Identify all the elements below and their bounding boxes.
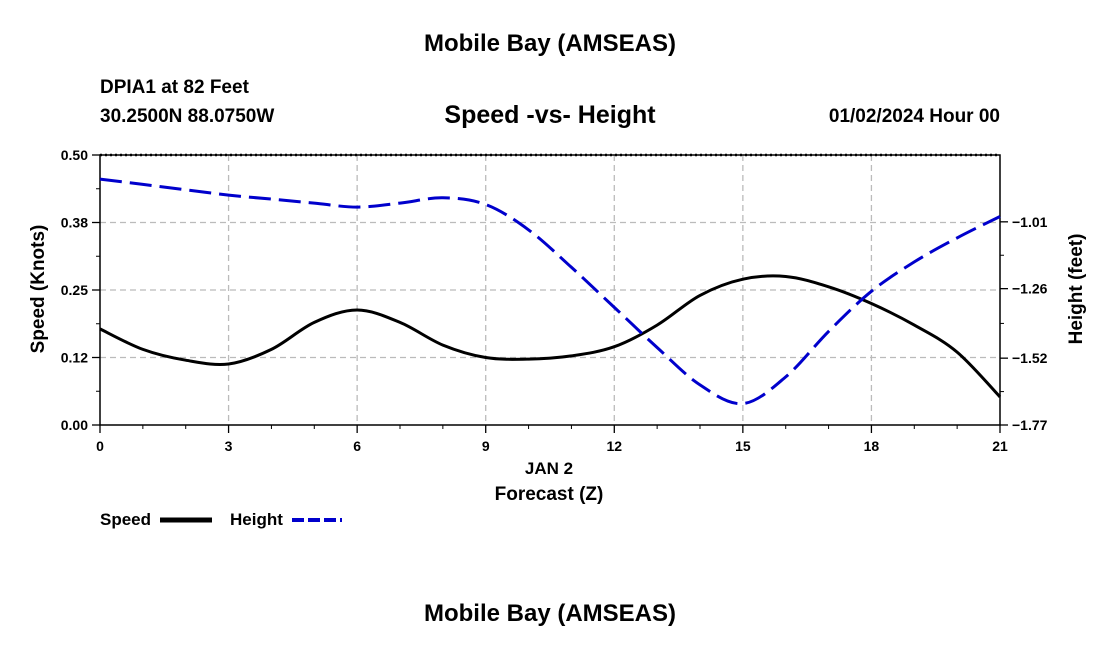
- legend-label-height: Height: [230, 510, 283, 529]
- x-tick-label: 15: [735, 438, 751, 454]
- y-tick-label: 0.25: [61, 282, 88, 298]
- y-axis-label: Speed (Knots): [28, 225, 49, 354]
- chart-main-title: Mobile Bay (AMSEAS): [423, 30, 677, 57]
- x-tick-label: 18: [864, 438, 880, 454]
- x-tick-label: 0: [96, 438, 104, 454]
- x-tick-label: 3: [225, 438, 233, 454]
- series-line-height: [99, 177, 1001, 406]
- axis-ticks: 0 3 6 9 12 15 18 21 0.00 0.12 0.25 0.38 0.50 −1.77 −1.…: [61, 147, 1048, 454]
- y-tick-label: 0.12: [61, 350, 88, 366]
- x-axis-label: Forecast (Z): [495, 484, 604, 505]
- y2-tick-label: −1.52: [1012, 350, 1048, 366]
- y2-axis-label: Height (feet): [1066, 234, 1087, 345]
- y2-tick-label: −1.26: [1012, 281, 1048, 297]
- y-tick-label: 0.38: [61, 215, 88, 231]
- legend: Speed Height: [100, 510, 342, 529]
- series-layer: [99, 177, 1002, 406]
- series-line-speed: [99, 274, 1002, 398]
- chart-subtitle: Speed -vs- Height: [444, 101, 656, 129]
- legend-label-speed: Speed: [100, 510, 151, 529]
- y2-tick-label: −1.77: [1012, 417, 1048, 433]
- axis-labels: JAN 2 Forecast (Z) Speed (Knots) Height …: [28, 225, 1087, 505]
- x-tick-label: 6: [353, 438, 361, 454]
- y-tick-label: 0.50: [61, 147, 88, 163]
- x-tick-label: 12: [606, 438, 622, 454]
- x-tick-label: 21: [992, 438, 1008, 454]
- station-label: DPIA1 at 82 Feet: [100, 77, 249, 98]
- coordinates-label: 30.2500N 88.0750W: [100, 106, 275, 127]
- y2-tick-label: −1.01: [1012, 214, 1048, 230]
- footer-title: Mobile Bay (AMSEAS): [423, 600, 677, 627]
- forecast-datetime: 01/02/2024 Hour 00: [828, 106, 1000, 127]
- y-tick-label: 0.00: [61, 417, 88, 433]
- x-date-label: JAN 2: [525, 459, 573, 478]
- x-tick-label: 9: [482, 438, 490, 454]
